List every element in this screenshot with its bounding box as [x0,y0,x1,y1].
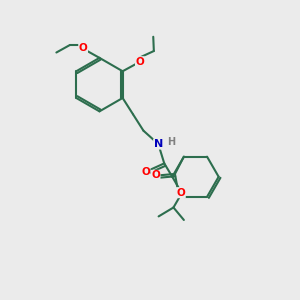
Text: O: O [151,170,160,180]
Text: N: N [154,139,163,149]
Text: O: O [176,188,185,198]
Text: H: H [167,137,175,147]
Text: O: O [136,57,144,67]
Text: O: O [79,43,88,53]
Text: O: O [141,167,150,177]
